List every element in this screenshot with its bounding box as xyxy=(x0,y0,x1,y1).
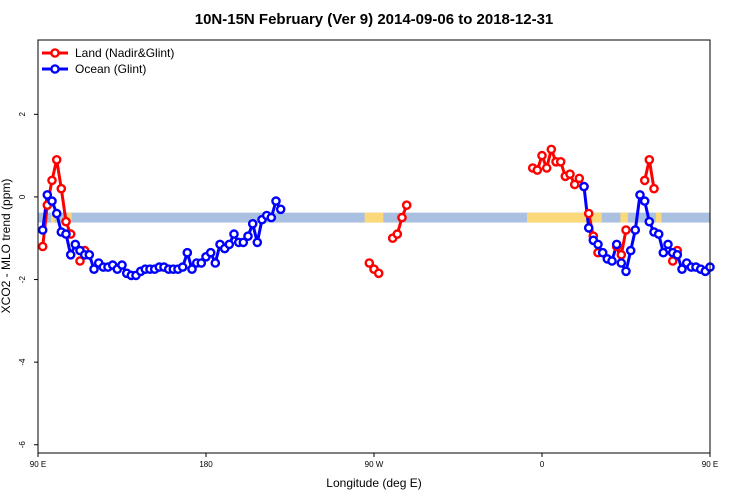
ocean-data-point xyxy=(275,204,286,215)
ocean-data-point xyxy=(243,231,253,241)
land-data-point xyxy=(56,183,67,194)
y-tick-label: 2 xyxy=(18,112,27,117)
land-data-point xyxy=(616,249,627,260)
y-tick-label: -6 xyxy=(18,441,27,449)
land-data-point xyxy=(574,173,585,184)
land-data-point xyxy=(565,169,575,179)
land-data-point xyxy=(621,225,631,235)
ocean-data-point xyxy=(65,249,76,260)
ocean-data-point xyxy=(238,237,249,248)
land-data-point xyxy=(569,179,580,190)
x-tick-label: 90 E xyxy=(702,460,718,469)
legend-ocean-label: Ocean (Glint) xyxy=(75,62,146,76)
land-data-point xyxy=(649,183,659,194)
ocean-data-point xyxy=(89,264,99,275)
x-tick-label: 180 xyxy=(199,460,213,469)
land-data-point xyxy=(401,200,412,210)
ocean-data-point xyxy=(196,258,207,268)
land-data-point xyxy=(555,156,566,167)
land-data-point xyxy=(51,154,62,165)
land-data-point xyxy=(364,258,375,268)
land-fill-region xyxy=(620,212,628,223)
legend-land-marker xyxy=(50,48,60,58)
ocean-data-point xyxy=(229,229,239,239)
ocean-data-point xyxy=(653,229,664,239)
land-data-point xyxy=(644,154,655,165)
legend-ocean-marker xyxy=(50,64,60,74)
ocean-data-point xyxy=(677,264,687,275)
plot-layer xyxy=(37,144,715,281)
land-fill-region xyxy=(51,212,55,223)
land-data-point xyxy=(583,208,594,219)
ocean-data-point xyxy=(187,264,197,275)
x-tick-label: 0 xyxy=(540,460,545,469)
ocean-data-point xyxy=(611,239,622,250)
ocean-data-point xyxy=(621,266,631,277)
y-tick-label: -2 xyxy=(18,275,27,283)
ocean-data-point xyxy=(182,247,193,258)
land-data-point xyxy=(392,229,403,239)
ocean-data-point xyxy=(593,239,603,250)
x-axis: 90 E 180 90 W 0 90 E xyxy=(30,453,718,469)
ocean-data-point xyxy=(639,196,650,206)
ocean-data-point xyxy=(117,260,127,270)
ocean-data-point xyxy=(635,190,645,200)
ocean-data-point xyxy=(84,249,95,260)
y-tick-label: -4 xyxy=(18,358,27,366)
ocean-data-point xyxy=(583,223,594,233)
ocean-data-point xyxy=(271,196,281,206)
ocean-data-point xyxy=(616,258,627,268)
ocean-data-point xyxy=(210,258,221,268)
ocean-data-point xyxy=(579,181,589,192)
land-fill-region xyxy=(67,212,72,223)
land-fill-region xyxy=(364,212,384,223)
ocean-data-point xyxy=(177,262,188,272)
land-data-point xyxy=(61,216,71,227)
ocean-data-point xyxy=(672,249,683,260)
ocean-data-point xyxy=(51,208,62,219)
legend: Land (Nadir&Glint) Ocean (Glint) xyxy=(42,46,174,76)
ocean-data-point xyxy=(70,239,81,250)
ocean-data-point xyxy=(247,218,258,229)
land-data-point xyxy=(546,144,557,155)
ocean-data-point xyxy=(597,247,608,258)
land-fill-region xyxy=(655,212,662,223)
ocean-data-point xyxy=(252,237,263,248)
ocean-data-point xyxy=(61,229,71,239)
y-tick-label: 0 xyxy=(18,194,27,199)
ocean-data-point xyxy=(625,245,636,256)
ocean-data-point xyxy=(644,216,655,227)
ocean-data-point xyxy=(658,247,669,258)
ocean-data-point xyxy=(42,190,53,200)
y-axis-label: XCO2 - MLO trend (ppm) xyxy=(0,179,13,314)
ocean-data-point xyxy=(630,225,641,235)
ocean-data-point xyxy=(607,256,617,266)
chart-title: 10N-15N February (Ver 9) 2014-09-06 to 2… xyxy=(195,11,554,28)
ocean-data-point xyxy=(37,225,48,235)
legend-land-label: Land (Nadir&Glint) xyxy=(75,46,174,60)
land-data-point xyxy=(537,150,547,161)
ocean-data-point xyxy=(663,239,673,250)
land-data-point xyxy=(373,268,384,279)
ocean-data-point xyxy=(266,212,277,223)
land-data-point xyxy=(639,175,650,186)
land-data-point xyxy=(47,175,57,186)
y-axis: -6 -4 -2 0 2 xyxy=(18,112,38,449)
x-tick-label: 90 E xyxy=(30,460,46,469)
plot-frame xyxy=(37,39,711,454)
ocean-data-point xyxy=(224,239,235,250)
land-data-point xyxy=(397,212,407,223)
ocean-data-point xyxy=(205,247,216,258)
land-data-point xyxy=(75,256,85,266)
ocean-data-point xyxy=(47,196,57,206)
x-axis-label: Longitude (deg E) xyxy=(326,476,421,490)
x-tick-label: 90 W xyxy=(365,460,384,469)
land-data-point xyxy=(541,163,552,173)
land-data-point xyxy=(37,241,48,252)
land-fill-region xyxy=(527,212,602,223)
land-data-point xyxy=(532,165,543,175)
